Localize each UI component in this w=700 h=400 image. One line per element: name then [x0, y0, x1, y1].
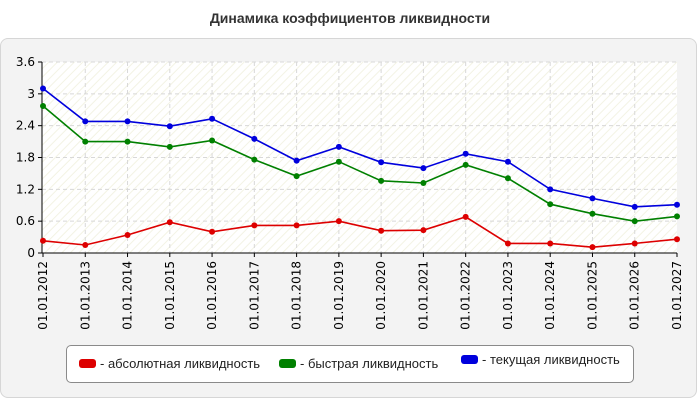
data-point-1	[166, 143, 173, 150]
line-chart: 00.61.21.82.433.6 01.01.2012 01.01.2013 01…	[16, 55, 684, 330]
x-tick-label: 01.01.2014	[121, 261, 135, 330]
data-point-1	[209, 137, 216, 144]
data-point-2	[335, 143, 342, 150]
data-point-2	[166, 123, 173, 130]
x-tick-label: 01.01.2020	[374, 261, 388, 330]
data-point-1	[631, 218, 638, 225]
data-point-1	[589, 210, 596, 217]
data-point-2	[462, 150, 469, 157]
y-tick-label: 3.6	[16, 55, 35, 69]
data-point-0	[504, 240, 511, 247]
data-point-2	[124, 118, 131, 125]
data-point-1	[293, 173, 300, 180]
data-point-1	[420, 179, 427, 186]
data-point-0	[166, 219, 173, 226]
x-tick-label: 01.01.2023	[501, 261, 515, 330]
data-point-2	[82, 118, 89, 125]
legend-swatch-absolute	[79, 358, 96, 368]
data-point-0	[251, 222, 258, 229]
data-point-0	[378, 227, 385, 234]
data-point-2	[674, 201, 680, 208]
data-point-1	[674, 213, 680, 220]
x-tick-label: 01.01.2016	[205, 261, 219, 330]
legend-item-absolute: - абсолютная ликвидность	[79, 354, 260, 372]
data-point-2	[40, 85, 46, 92]
chart-title: Динамика коэффициентов ликвидности	[209, 10, 491, 26]
x-tick-label: 01.01.2024	[543, 261, 557, 330]
data-point-0	[631, 240, 638, 247]
data-point-1	[547, 201, 554, 208]
data-point-0	[40, 237, 46, 244]
x-tick-label: 01.01.2019	[332, 261, 346, 330]
y-tick-label: 0	[27, 246, 35, 260]
x-tick-label: 01.01.2013	[78, 261, 92, 330]
data-point-2	[589, 195, 596, 202]
data-point-1	[335, 158, 342, 165]
y-tick-label: 1.2	[16, 182, 35, 196]
x-tick-label: 01.01.2018	[290, 261, 304, 330]
data-point-0	[335, 218, 342, 225]
data-point-0	[293, 222, 300, 229]
data-point-1	[504, 175, 511, 182]
legend: - абсолютная ликвидность - быстрая ликви…	[66, 345, 634, 383]
x-tick-label: 01.01.2022	[459, 261, 473, 330]
data-point-1	[462, 161, 469, 168]
data-point-2	[293, 157, 300, 164]
series-line-0	[42, 216, 678, 249]
data-point-2	[420, 165, 427, 172]
x-tick-label: 01.01.2027	[670, 261, 684, 330]
data-point-0	[420, 227, 427, 234]
data-point-1	[124, 138, 131, 145]
series-group	[40, 85, 680, 251]
legend-label-quick: - быстрая ликвидность	[300, 355, 439, 371]
x-tick-label: 01.01.2025	[585, 261, 599, 330]
x-axis-ticks: 01.01.2012 01.01.2013 01.01.2014 01.01.2015…	[36, 253, 684, 330]
data-point-2	[547, 186, 554, 193]
legend-label-current: - текущая ликвидность	[482, 351, 620, 367]
data-point-1	[40, 103, 46, 110]
data-point-1	[82, 138, 89, 145]
data-point-0	[124, 231, 131, 238]
data-point-2	[378, 159, 385, 166]
data-point-0	[462, 213, 469, 220]
data-point-2	[504, 158, 511, 165]
series-line-2	[42, 87, 678, 208]
data-point-0	[82, 242, 89, 249]
y-tick-label: 3	[27, 87, 35, 101]
data-point-1	[378, 177, 385, 184]
y-tick-label: 0.6	[16, 214, 35, 228]
x-tick-label: 01.01.2015	[163, 261, 177, 330]
data-point-0	[209, 228, 216, 235]
legend-swatch-current	[461, 354, 478, 364]
legend-item-quick: - быстрая ликвидность	[279, 354, 438, 372]
y-tick-label: 2.4	[16, 119, 35, 133]
data-point-2	[631, 203, 638, 210]
x-tick-label: 01.01.2026	[628, 261, 642, 330]
data-point-0	[674, 236, 680, 243]
x-tick-label: 01.01.2012	[36, 261, 50, 330]
data-point-0	[547, 240, 554, 247]
data-point-2	[251, 135, 258, 142]
x-tick-label: 01.01.2021	[416, 261, 430, 330]
legend-label-absolute: - абсолютная ликвидность	[100, 355, 261, 371]
y-tick-label: 1.8	[16, 151, 35, 165]
legend-swatch-quick	[279, 358, 296, 368]
x-tick-label: 01.01.2017	[247, 261, 261, 330]
data-point-1	[251, 156, 258, 163]
series-line-1	[42, 105, 678, 223]
y-axis-ticks: 0 0.6 1.2 1.8 2.4 3 3.6	[16, 55, 42, 260]
grid-lines	[42, 61, 677, 253]
data-point-0	[589, 244, 596, 251]
legend-item-current: - текущая ликвидность	[461, 350, 620, 368]
data-point-2	[209, 115, 216, 122]
